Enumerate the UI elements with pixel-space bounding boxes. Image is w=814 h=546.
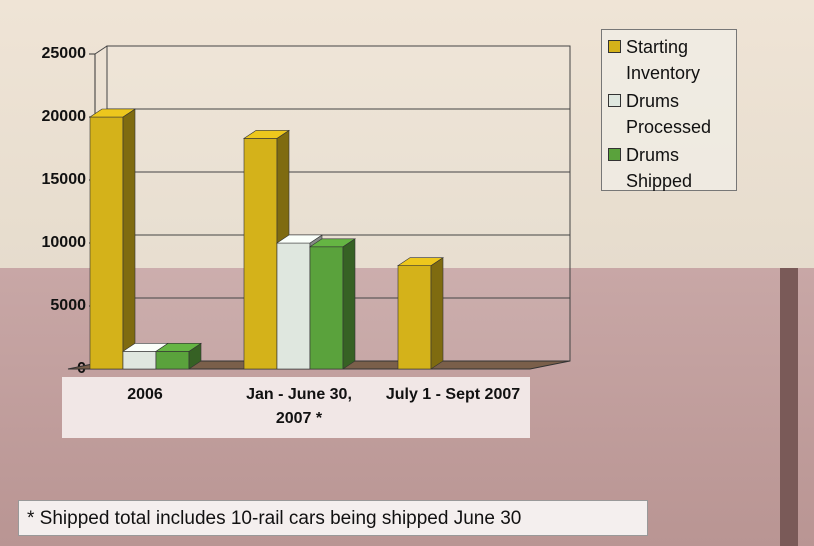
legend-swatch [608, 94, 621, 107]
legend-swatch [608, 148, 621, 161]
legend-label: Drums Processed [626, 88, 732, 140]
bar [310, 239, 355, 369]
grid-diag [95, 46, 107, 54]
page: 0500010000150002000025000 Starting Inven… [0, 0, 814, 546]
bar-front [244, 138, 277, 369]
y-tick-label: 5000 [50, 297, 86, 314]
legend-entry: Drums Shipped [606, 142, 732, 194]
footnote: * Shipped total includes 10-rail cars be… [18, 500, 648, 536]
legend-entry: Drums Processed [606, 88, 732, 140]
legend-label: Starting Inventory [626, 34, 732, 86]
bar-front [90, 117, 123, 369]
bar [156, 343, 201, 369]
bar [90, 109, 135, 369]
bar [398, 258, 443, 369]
bar-front [398, 266, 431, 369]
bar-side [431, 258, 443, 369]
y-tick-label: 20000 [42, 108, 87, 125]
legend-label: Drums Shipped [626, 142, 732, 194]
x-tick-label: Jan - June 30, 2007 * [229, 383, 369, 431]
bar-side [123, 109, 135, 369]
y-tick-label: 25000 [42, 45, 87, 62]
legend-swatch [608, 40, 621, 53]
edge-strip [780, 268, 798, 546]
bar-front [123, 351, 156, 369]
bar-front [310, 247, 343, 369]
bar-front [156, 351, 189, 369]
y-tick-label: 15000 [42, 171, 87, 188]
legend-entry: Starting Inventory [606, 34, 732, 86]
bar-front [277, 243, 310, 369]
bar-side [343, 239, 355, 369]
x-tick-label: July 1 - Sept 2007 [383, 383, 523, 407]
x-tick-label: 2006 [75, 383, 215, 407]
y-tick-label: 10000 [42, 234, 87, 251]
